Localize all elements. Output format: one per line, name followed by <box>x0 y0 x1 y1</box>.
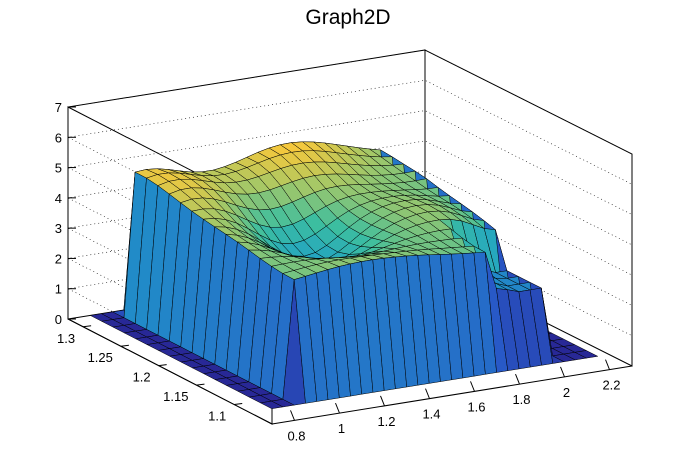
surface-plot <box>89 141 599 409</box>
x-tick <box>425 388 430 399</box>
x-tick <box>380 395 385 407</box>
y-axis-line <box>67 318 273 425</box>
chart-title: Graph2D <box>305 6 390 29</box>
y-tick <box>120 344 129 347</box>
y-tick <box>158 364 167 367</box>
x-tick-label: 1 <box>338 421 345 436</box>
z-tick-label: 0 <box>55 312 62 327</box>
x-tick-label: 1.2 <box>377 414 395 429</box>
surface-cell <box>574 350 599 359</box>
y-tick <box>234 403 243 406</box>
z-tick-label: 4 <box>55 191 62 206</box>
z-tick-label: 1 <box>55 282 62 297</box>
axis-ticks: 0.8 1 1.2 1.4 1.6 1.8 2 2.2 1.1 1.15 1.2 1.25 1.3 0 1 2… <box>55 100 621 443</box>
x-tick <box>290 410 295 421</box>
z-tick-label: 3 <box>55 221 62 236</box>
y-tick-label: 1.1 <box>208 409 226 424</box>
y-tick-label: 1.15 <box>163 389 188 404</box>
x-tick <box>560 366 565 378</box>
x-tick <box>605 359 610 370</box>
y-tick <box>196 383 205 386</box>
x-tick-label: 1.8 <box>512 392 530 407</box>
x-tick <box>515 373 520 385</box>
y-tick-label: 1.2 <box>133 370 151 385</box>
x-tick-label: 1.4 <box>422 407 440 422</box>
x-axis-line <box>271 365 633 425</box>
x-tick-label: 2.2 <box>602 378 620 393</box>
z-tick-label: 5 <box>55 161 62 176</box>
z-tick-label: 6 <box>55 130 62 145</box>
y-tick-label: 1.3 <box>57 331 75 346</box>
y-tick-label: 1.25 <box>88 350 113 365</box>
axes-front-frame <box>67 107 633 425</box>
y-tick <box>83 325 92 328</box>
x-tick-label: 0.8 <box>287 428 305 443</box>
x-tick-label: 2 <box>563 385 570 400</box>
x-tick <box>335 402 340 414</box>
x-tick-label: 1.6 <box>467 399 485 414</box>
z-tick-label: 7 <box>55 100 62 115</box>
z-tick-label: 2 <box>55 251 62 266</box>
x-tick <box>470 381 475 392</box>
